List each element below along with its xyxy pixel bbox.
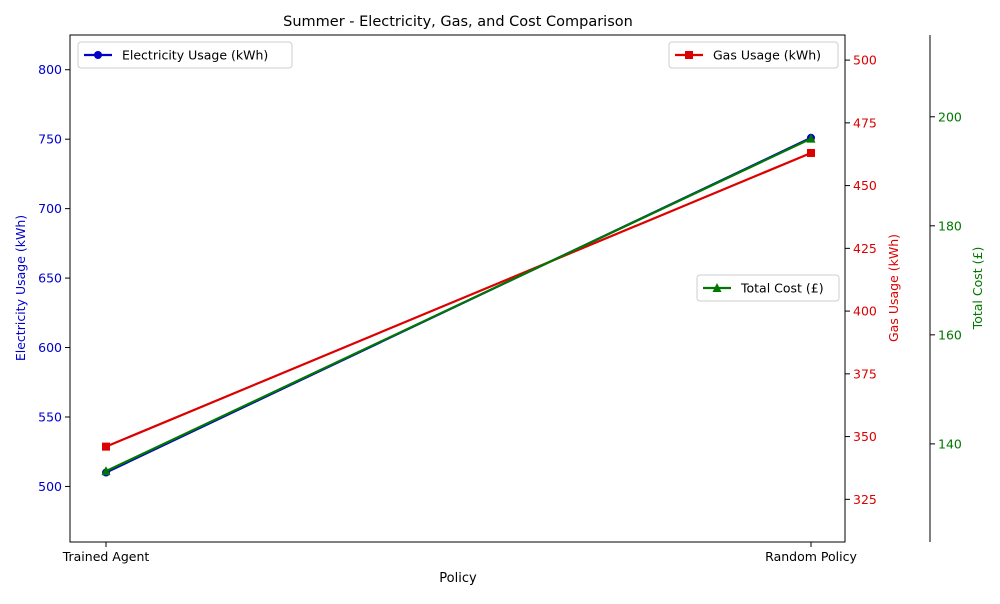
legend-label: Total Cost (£): [740, 281, 824, 296]
legend-marker: [685, 51, 693, 59]
cost-tick-label: 160: [938, 327, 962, 342]
legend-marker: [94, 51, 102, 59]
electricity-tick-label: 700: [38, 201, 62, 216]
cost-point: [101, 466, 111, 476]
x-axis: Trained Agent Random Policy: [62, 542, 857, 564]
electricity-axis: 500 550 600 650 700 750 800: [38, 62, 70, 494]
gas-tick-label: 400: [853, 304, 877, 319]
gas-axis-label: Gas Usage (kWh): [886, 234, 901, 342]
cost-series-line: [105, 137, 812, 473]
chart-title: Summer - Electricity, Gas, and Cost Comp…: [283, 14, 633, 30]
legend-label: Gas Usage (kWh): [713, 48, 821, 63]
cost-axis: 140 160 180 200: [929, 35, 962, 542]
gas-tick-label: 425: [853, 241, 877, 256]
gas-tick-label: 375: [853, 366, 877, 381]
x-axis-label: Policy: [439, 571, 477, 586]
gas-series-line: [105, 151, 812, 448]
electricity-legend: Electricity Usage (kWh): [77, 41, 293, 69]
x-tick-label: Trained Agent: [62, 549, 150, 564]
electricity-tick-label: 650: [38, 271, 62, 286]
gas-tick-label: 500: [853, 53, 877, 68]
legend-marker: [712, 283, 722, 292]
gas-legend: Gas Usage (kWh): [668, 41, 839, 69]
plot-border: [69, 34, 846, 543]
gas-tick-label: 325: [853, 492, 877, 507]
legend-layer: Electricity Usage (kWh) Gas Usage (kWh) To…: [77, 41, 840, 302]
cost-point: [806, 133, 816, 143]
gas-tick-label: 475: [853, 115, 877, 130]
electricity-axis-label: Electricity Usage (kWh): [13, 215, 28, 361]
cost-legend: Total Cost (£): [696, 274, 840, 302]
electricity-tick-label: 800: [38, 62, 62, 77]
cost-tick-label: 200: [938, 109, 962, 124]
electricity-tick-label: 750: [38, 132, 62, 147]
cost-tick-label: 140: [938, 436, 962, 451]
electricity-tick-label: 600: [38, 340, 62, 355]
series-layer: [101, 133, 816, 477]
gas-point: [102, 442, 110, 451]
legend-label: Electricity Usage (kWh): [122, 48, 268, 63]
plot-frame: [69, 34, 846, 543]
gas-tick-label: 450: [853, 178, 877, 193]
gas-tick-label: 350: [853, 429, 877, 444]
legend-box: [696, 274, 840, 302]
legend-box: [668, 41, 839, 69]
cost-axis-label: Total Cost (£): [970, 247, 985, 331]
x-tick-label: Random Policy: [765, 549, 857, 564]
legend-box: [77, 41, 293, 69]
gas-axis: 325 350 375 400 425 450 475 500: [845, 53, 877, 507]
electricity-tick-label: 500: [38, 479, 62, 494]
gas-point: [807, 148, 815, 157]
electricity-tick-label: 550: [38, 409, 62, 424]
cost-tick-label: 180: [938, 218, 962, 233]
